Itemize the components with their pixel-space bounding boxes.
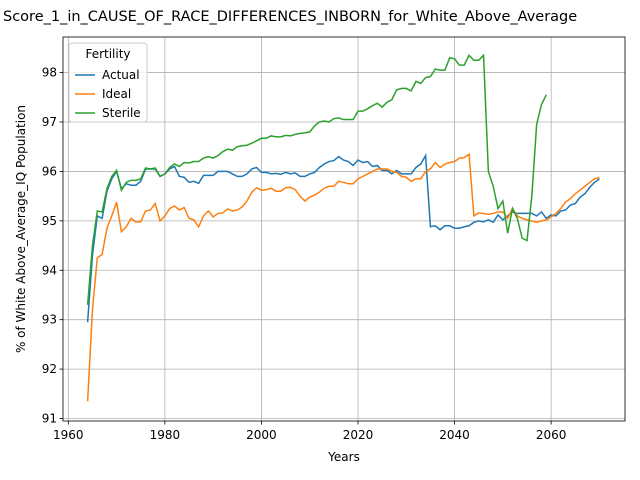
- x-tick-label: 2040: [439, 428, 470, 442]
- y-tick-label: 94: [42, 263, 57, 277]
- x-tick-label: 2060: [536, 428, 567, 442]
- x-tick-label: 2000: [246, 428, 277, 442]
- x-tick-label: 1960: [53, 428, 84, 442]
- plot-frame: [62, 36, 626, 422]
- legend-label: Actual: [102, 68, 140, 82]
- legend-label: Sterile: [102, 106, 141, 120]
- y-tick-label: 96: [42, 164, 57, 178]
- legend-box: [68, 42, 148, 123]
- series-line: [86, 53, 547, 305]
- chart-title: Score_1_in_CAUSE_OF_RACE_DIFFERENCES_INB…: [3, 9, 577, 25]
- legend-label: Ideal: [102, 87, 131, 101]
- y-tick-label: 98: [42, 66, 57, 80]
- x-axis-label: Years: [327, 450, 360, 464]
- y-tick-label: 91: [42, 412, 57, 426]
- y-tick-label: 93: [42, 313, 57, 327]
- y-tick-label: 92: [42, 362, 57, 376]
- x-tick-label: 1980: [150, 428, 181, 442]
- x-tick-label: 2020: [343, 428, 374, 442]
- y-axis-label: % of White Above_Average_IQ Population: [14, 105, 28, 353]
- y-tick-label: 97: [42, 115, 57, 129]
- series-line: [86, 152, 600, 402]
- y-tick-label: 95: [42, 214, 57, 228]
- legend-title: Fertility: [85, 47, 130, 61]
